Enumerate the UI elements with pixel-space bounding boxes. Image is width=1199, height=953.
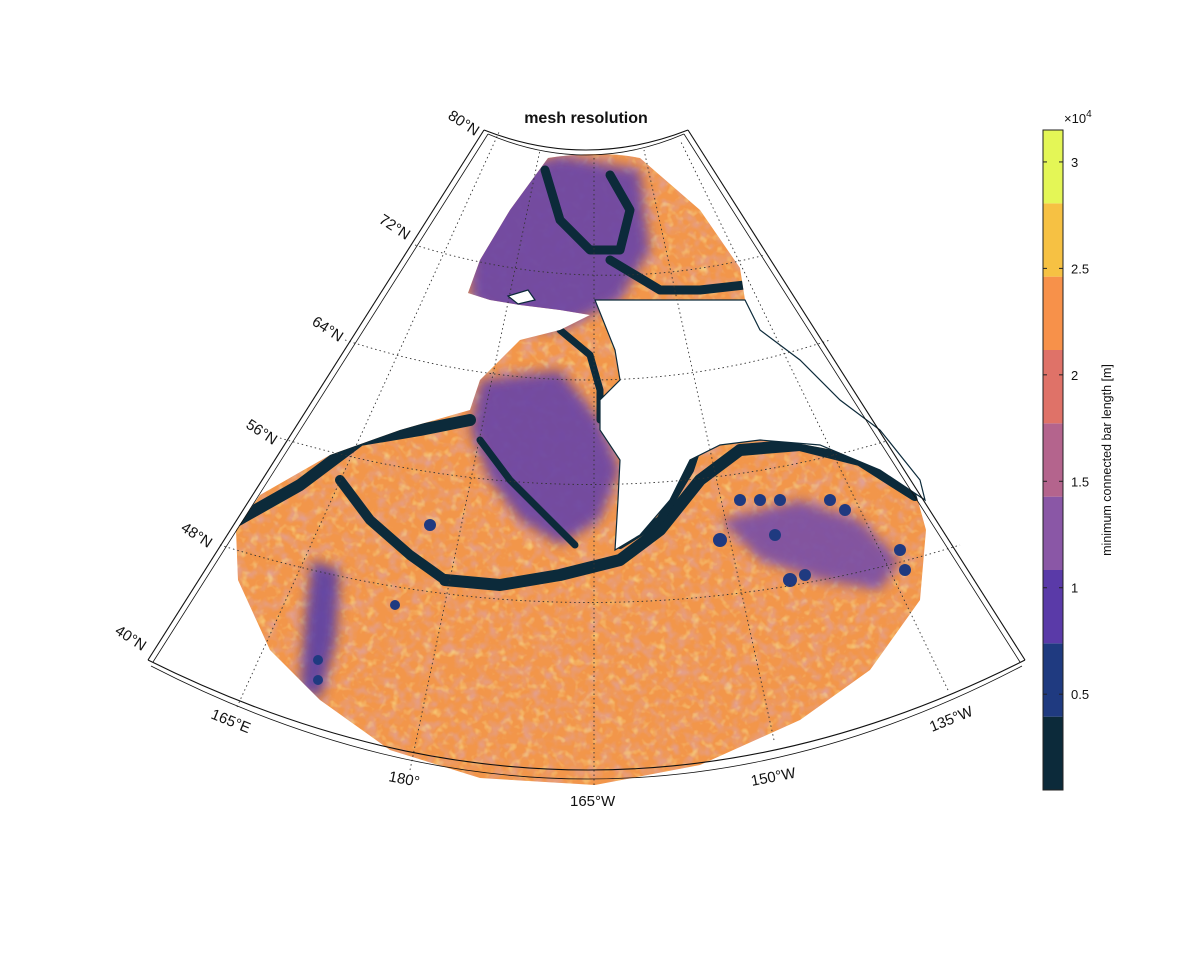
frame-outer-arc-inner: [150, 665, 1023, 780]
colorbar-tick-label: 2: [1071, 368, 1078, 383]
graticule: [219, 129, 961, 785]
lon-label-135w: 135°W: [927, 703, 976, 736]
colorbar-band: [1043, 570, 1063, 644]
colorbar-band: [1043, 130, 1063, 204]
meridian-150w: [643, 149, 775, 741]
colorbar-exponent: ×104: [1064, 109, 1092, 126]
parallel-48: [219, 544, 961, 603]
frame-left-edge-inner: [152, 133, 489, 663]
frame-top-arc-inner: [487, 133, 685, 156]
frame-left-edge: [147, 129, 485, 661]
colorbar-band: [1043, 203, 1063, 277]
lon-label-165e: 165°E: [209, 706, 253, 737]
parallel-56: [279, 437, 891, 485]
meridian-135w: [679, 139, 949, 691]
bering-shelf-zone: [470, 370, 620, 545]
parallel-64: [344, 339, 831, 381]
colorbar-band: [1043, 716, 1063, 790]
bering-inner-ridge: [476, 436, 579, 549]
colorbar-band: [1043, 350, 1063, 424]
meridian-180: [409, 149, 541, 771]
map-frame: [147, 129, 1026, 780]
colorbar-exponent-base: ×10: [1064, 111, 1086, 126]
lat-label-40n: 40°N: [112, 622, 149, 655]
alaska-landmass: [594, 299, 926, 552]
colorbar-tick-label: 1.5: [1071, 474, 1089, 489]
lat-label-56n: 56°N: [243, 416, 280, 449]
lat-label-80n: 80°N: [445, 107, 482, 140]
colorbar-tick-label: 0.5: [1071, 687, 1089, 702]
ocean-domain: [236, 154, 926, 785]
lon-label-165w: 165°W: [570, 793, 616, 810]
colorbar-band: [1043, 423, 1063, 497]
lat-label-64n: 64°N: [309, 313, 346, 346]
landmasses: [506, 289, 926, 552]
arctic-deep-trough: [540, 165, 635, 255]
colorbar-tick-label: 1: [1071, 581, 1078, 596]
gulf-alaska-seamounts: [720, 500, 900, 590]
colorbar-band: [1043, 276, 1063, 350]
frame-right-edge-inner: [683, 133, 1021, 663]
kamchatka-coast: [335, 475, 450, 585]
map-title: mesh resolution: [524, 110, 648, 127]
emperor-seamount-zone: [300, 560, 340, 700]
lat-label-48n: 48°N: [178, 519, 215, 552]
colorbar-bands: [1043, 130, 1063, 790]
colorbar-band: [1043, 496, 1063, 570]
lon-label-180: 180°: [387, 768, 421, 791]
colorbar-ticks: 0.5 1 1.5 2 2.5 3: [1043, 155, 1089, 702]
colorbar-exponent-power: 4: [1086, 109, 1092, 120]
lon-label-150w: 150°W: [750, 764, 798, 789]
colorbar-label: minimum connected bar length [m]: [1100, 364, 1114, 556]
frame-top-arc: [483, 129, 689, 151]
st-lawrence-island: [506, 289, 536, 305]
colorbar-tick-label: 3: [1071, 155, 1078, 170]
lat-label-72n: 72°N: [376, 211, 413, 244]
colorbar-band: [1043, 643, 1063, 717]
frame-outer-arc: [147, 659, 1026, 771]
chukchi-coast: [605, 255, 750, 295]
seamount-markers: [313, 494, 911, 685]
frame-right-edge: [687, 129, 1026, 661]
colorbar-frame: [1042, 129, 1064, 791]
colorbar: 0.5 1 1.5 2 2.5 3 ×104 minimum connected bar …: [1042, 109, 1114, 791]
colorbar-tick-label: 2.5: [1071, 261, 1089, 276]
